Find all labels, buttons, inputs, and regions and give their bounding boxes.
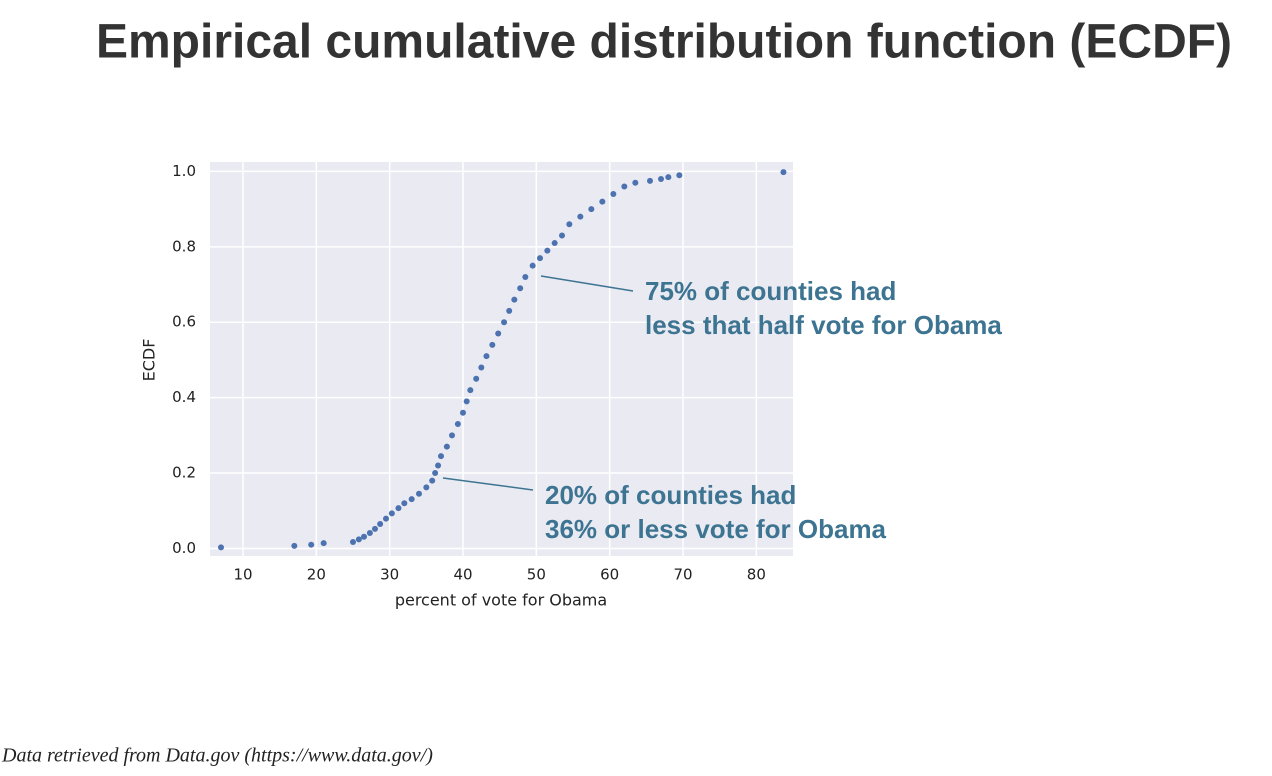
data-point — [372, 525, 378, 532]
data-point — [489, 341, 496, 348]
data-point — [432, 470, 439, 477]
annotation-text: 20% of counties had — [545, 480, 796, 510]
data-point — [308, 541, 315, 548]
data-point — [658, 175, 664, 182]
data-point — [577, 213, 584, 220]
data-point — [665, 174, 672, 181]
data-point — [511, 296, 518, 303]
y-axis-label: ECDF — [140, 339, 159, 382]
data-point — [780, 169, 787, 176]
x-tick-label: 60 — [600, 566, 619, 584]
x-tick-label: 40 — [453, 566, 472, 584]
x-tick-label: 80 — [747, 566, 766, 584]
data-point — [350, 539, 356, 546]
annotation-arrow — [540, 275, 634, 292]
x-tick-label: 50 — [527, 566, 546, 584]
data-point — [621, 183, 628, 190]
data-point — [435, 462, 442, 469]
annotation-text: 36% or less vote for Obama — [545, 514, 887, 544]
data-point — [408, 496, 415, 503]
data-point — [529, 262, 536, 269]
data-point — [537, 255, 543, 262]
data-point — [460, 409, 466, 416]
data-point — [366, 530, 373, 537]
data-point — [320, 540, 327, 547]
y-tick-label: 1.0 — [172, 162, 196, 180]
data-point — [501, 319, 508, 326]
data-point — [438, 453, 444, 460]
data-point — [291, 542, 298, 549]
data-point — [566, 221, 573, 228]
x-tick-label: 30 — [380, 566, 399, 584]
slide-title: Empirical cumulative distribution functi… — [96, 16, 1232, 69]
y-tick-label: 0.8 — [172, 237, 196, 255]
data-point — [463, 398, 470, 405]
y-tick-label: 0.4 — [172, 388, 196, 406]
data-point — [478, 364, 485, 371]
data-point — [495, 330, 502, 337]
data-point — [599, 198, 606, 205]
data-point — [355, 536, 362, 543]
data-point — [454, 421, 461, 428]
data-point — [551, 240, 558, 247]
data-point — [361, 533, 367, 540]
annotation-text: less that half vote for Obama — [645, 310, 1002, 340]
annotation-arrow — [442, 477, 534, 491]
data-point — [443, 443, 450, 450]
plot-area — [210, 162, 793, 556]
x-tick-label: 10 — [233, 566, 252, 584]
data-point — [517, 285, 524, 292]
data-point — [522, 273, 529, 280]
data-point — [610, 191, 617, 198]
data-point — [467, 387, 474, 394]
data-point — [559, 232, 565, 239]
data-point — [506, 307, 513, 314]
data-point — [416, 490, 422, 497]
data-point — [676, 172, 683, 179]
data-point — [423, 484, 430, 491]
source-note: Data retrieved from Data.gov (https://ww… — [1, 745, 433, 767]
x-tick-label: 70 — [673, 566, 692, 584]
y-tick-label: 0.6 — [172, 313, 196, 331]
data-point — [377, 520, 384, 527]
data-point — [588, 206, 595, 213]
data-point — [429, 477, 436, 484]
data-point — [395, 505, 402, 512]
data-point — [388, 510, 395, 517]
y-tick-label: 0.0 — [172, 539, 196, 557]
data-point — [544, 247, 551, 254]
data-point — [647, 177, 653, 184]
data-point — [383, 515, 389, 522]
data-point — [483, 353, 490, 360]
x-axis-label: percent of vote for Obama — [395, 591, 607, 610]
data-point — [632, 179, 639, 186]
data-point — [401, 500, 408, 507]
data-point — [218, 544, 224, 551]
data-point — [449, 432, 455, 439]
x-tick-label: 20 — [307, 566, 326, 584]
annotation-text: 75% of counties had — [645, 276, 896, 306]
data-point — [473, 375, 480, 382]
y-tick-label: 0.2 — [172, 464, 196, 482]
